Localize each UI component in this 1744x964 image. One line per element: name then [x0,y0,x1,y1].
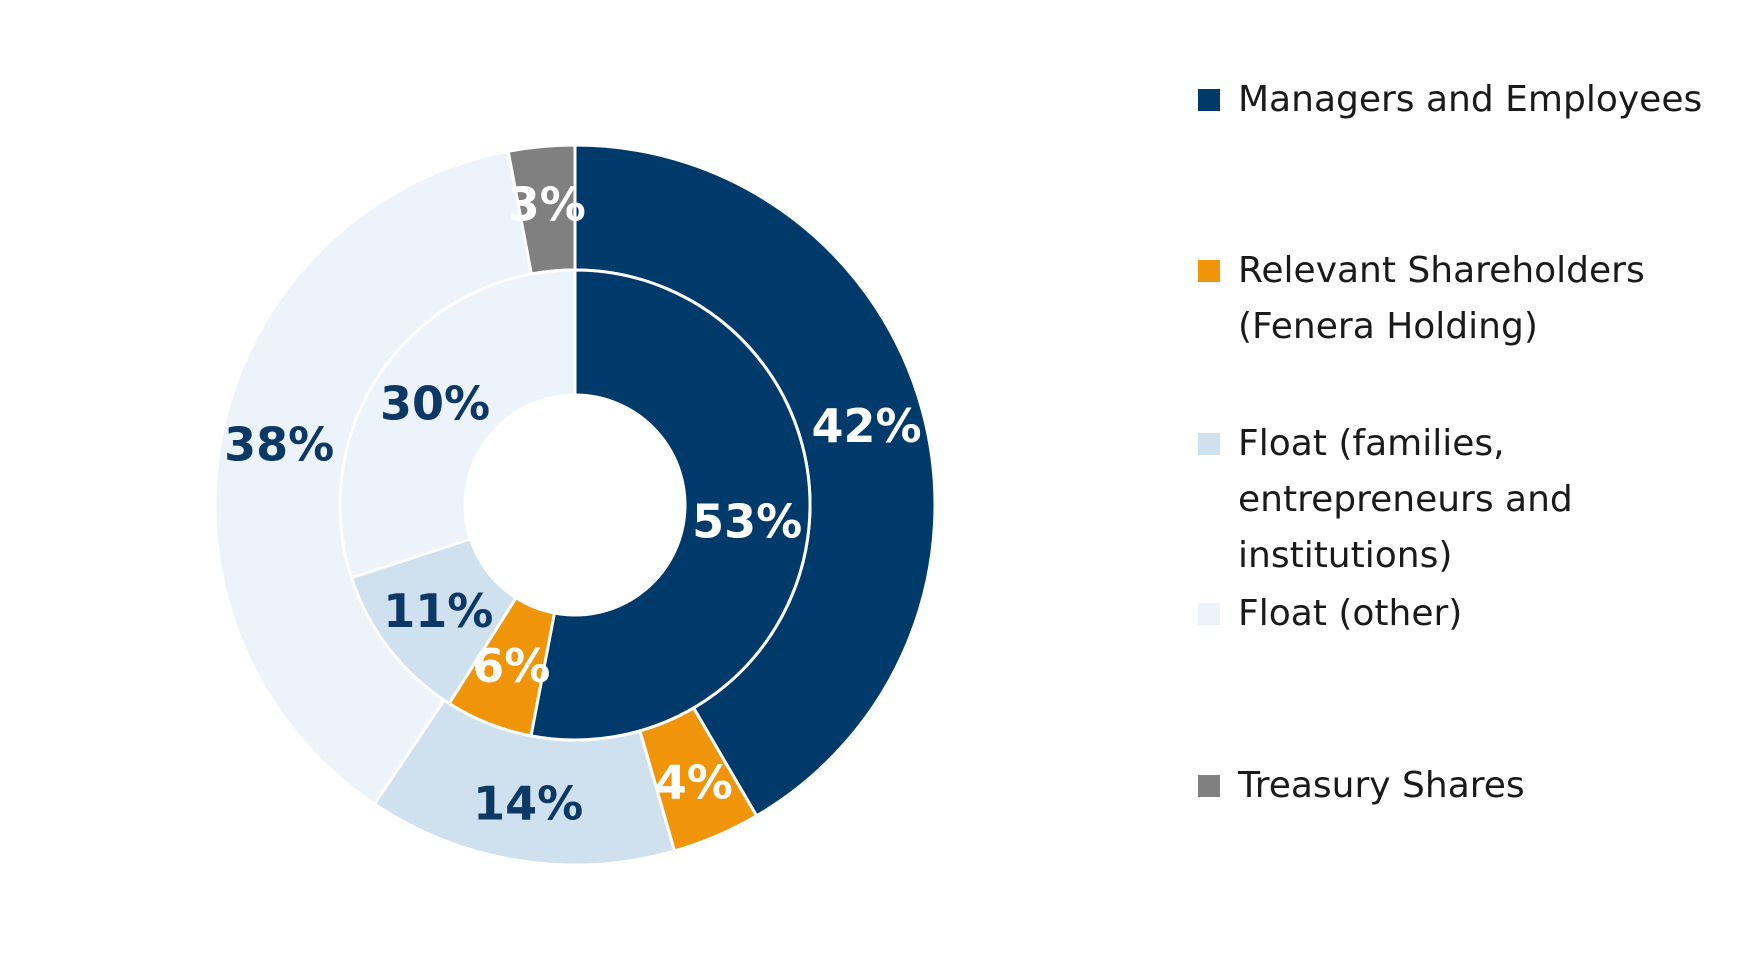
inner-slice-float-other [338,268,577,580]
outer-label-float-families: 14% [473,776,583,830]
chart-area: 42% 4% 14% 38% 3% 53% 6% 11% 30% [213,143,937,867]
legend-item-float-other: Float (other) [1198,586,1718,642]
inner-label-float-families: 11% [383,584,493,638]
legend-label: Treasury Shares [1238,765,1525,806]
outer-label-relevant-shareholders: 4% [655,756,733,810]
legend-label: Managers and Employees [1238,79,1703,120]
legend-swatch [1198,775,1220,797]
legend-swatch [1198,89,1220,111]
inner-slice-managers-employees [529,268,812,742]
legend-swatch [1198,433,1220,455]
outer-label-managers-employees: 42% [811,399,921,453]
legend-item-float-families: Float (families, entrepreneurs and insti… [1198,416,1718,584]
inner-label-relevant-shareholders: 6% [472,639,550,693]
legend-label: Float (other) [1238,593,1463,634]
legend-swatch [1198,603,1220,625]
legend-item-treasury-shares: Treasury Shares [1198,758,1718,814]
outer-label-float-other: 38% [224,417,334,471]
inner-label-float-other: 30% [380,376,490,430]
legend: Managers and Employees Relevant Sharehold… [1198,0,1738,964]
outer-label-treasury-shares: 3% [508,177,586,231]
inner-label-managers-employees: 53% [692,494,802,548]
legend-item-relevant-shareholders: Relevant Shareholders (Fenera Holding) [1198,243,1718,355]
legend-label: Relevant Shareholders (Fenera Holding) [1238,250,1645,347]
legend-swatch [1198,260,1220,282]
legend-item-managers-employees: Managers and Employees [1198,72,1718,128]
legend-label: Float (families, entrepreneurs and insti… [1238,423,1573,576]
donut-chart: 42% 4% 14% 38% 3% 53% 6%11% 30% [213,143,937,867]
